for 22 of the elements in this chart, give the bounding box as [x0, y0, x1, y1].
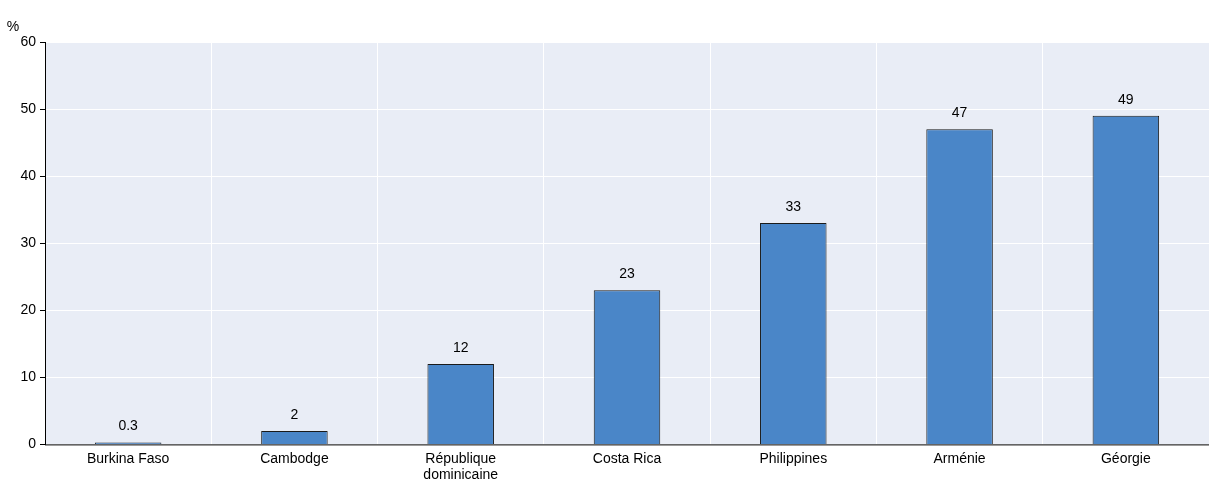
- x-tick-label: République dominicaine: [423, 449, 499, 483]
- y-tick-label: 50: [20, 99, 37, 116]
- y-tick-label: 40: [20, 166, 37, 183]
- x-tick-label: Burkina Faso: [86, 449, 170, 466]
- data-label: 0.3: [118, 417, 139, 434]
- y-tick-label: 10: [20, 368, 37, 385]
- x-tick-label: Géorgie: [1100, 449, 1151, 466]
- x-tick-label: Costa Rica: [592, 449, 662, 466]
- x-tick-label: Arménie: [933, 449, 986, 466]
- x-tick-label: Cambodge: [260, 449, 329, 466]
- data-label: 33: [785, 197, 802, 214]
- x-tick-label: Philippines: [759, 449, 828, 466]
- data-label: 2: [290, 405, 299, 422]
- data-label: 12: [452, 338, 469, 355]
- y-tick-label: 20: [20, 301, 37, 318]
- data-label: 47: [951, 104, 968, 121]
- y-axis-title: %: [6, 17, 20, 34]
- y-tick-label: 60: [20, 32, 37, 49]
- y-tick-label: 0: [28, 435, 37, 452]
- data-label: 23: [619, 265, 635, 282]
- data-label: 49: [1118, 90, 1134, 107]
- y-tick-label: 30: [20, 234, 37, 251]
